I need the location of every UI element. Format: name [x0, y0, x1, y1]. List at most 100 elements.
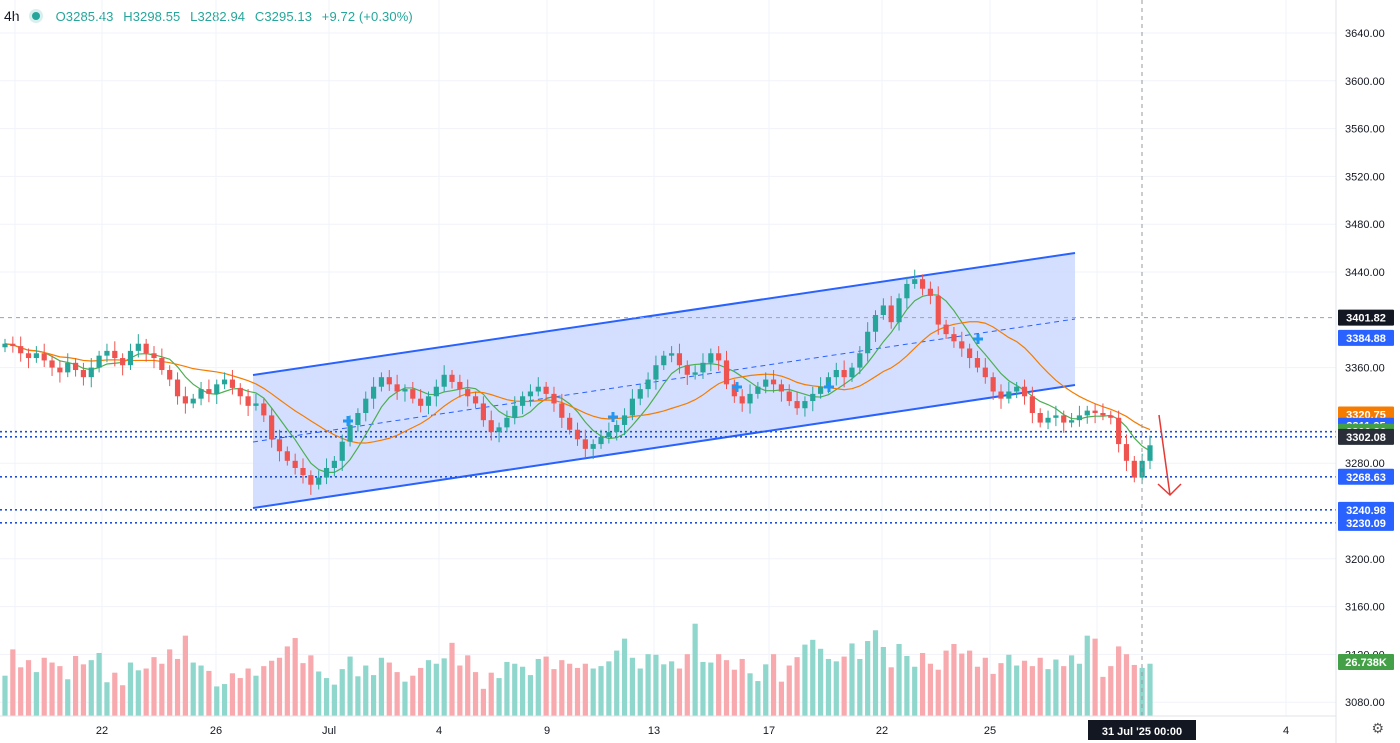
candle-body — [402, 389, 408, 392]
volume-bar — [794, 657, 800, 716]
candle-body — [221, 379, 228, 385]
volume-bar — [708, 662, 714, 716]
volume-bar — [582, 663, 588, 716]
candle-body — [943, 324, 949, 335]
volume-bar — [57, 666, 63, 716]
volume-bar — [65, 679, 71, 716]
price-label-text: 3230.09 — [1346, 518, 1386, 530]
candle-body — [331, 460, 337, 468]
volume-bar — [778, 681, 785, 716]
price-tick-label: 3360.00 — [1345, 363, 1385, 375]
candle-body — [394, 384, 400, 392]
candle-body — [818, 386, 824, 394]
timeframe-label[interactable]: 4h — [4, 8, 20, 24]
high-value: H3298.55 — [123, 8, 181, 24]
volume-bar — [904, 655, 910, 716]
volume-bar — [739, 658, 745, 716]
candle-body — [982, 367, 988, 378]
candle-body — [316, 477, 322, 485]
volume-bar — [10, 649, 16, 716]
candle-body — [739, 396, 745, 404]
volume-bar — [614, 650, 620, 716]
candle-body — [465, 389, 471, 397]
volume-bar — [465, 655, 471, 716]
candle-body — [269, 415, 275, 440]
price-label-badge: 3230.09 — [1338, 514, 1394, 531]
price-label-text: 3302.08 — [1346, 432, 1386, 444]
volume-bar — [637, 668, 643, 716]
candle-body — [504, 417, 510, 428]
price-tick-label: 3480.00 — [1345, 219, 1385, 231]
volume-bar — [261, 666, 267, 716]
candle-body — [112, 350, 118, 359]
candle-body — [927, 288, 934, 296]
candle-body — [433, 386, 439, 397]
price-label-badge: 3240.98 — [1338, 501, 1394, 518]
candle-body — [1045, 417, 1051, 423]
volume-bar — [1147, 663, 1153, 716]
candle-body — [935, 295, 941, 325]
volume-bar — [323, 678, 330, 716]
candle-body — [559, 403, 565, 418]
volume-bar — [25, 660, 32, 716]
price-axis: 3640.00 3600.00 3560.00 3520.00 3480.00 3440.… — [1345, 28, 1385, 709]
candle-body — [512, 405, 518, 418]
candle-body — [370, 386, 377, 399]
candle-body — [700, 362, 706, 373]
candle-body — [143, 343, 149, 354]
channel-lower-line — [252, 384, 1076, 509]
price-label-text: 26.738K — [1345, 657, 1387, 669]
candle-body — [441, 374, 447, 387]
candle-body — [998, 391, 1004, 399]
volume-bar — [551, 669, 557, 716]
candle-body — [127, 350, 134, 366]
volume-bar — [527, 675, 534, 716]
price-label-text: 3384.88 — [1346, 333, 1386, 345]
volume-bar — [339, 669, 345, 716]
candle-body — [770, 379, 777, 385]
candle-body — [1100, 413, 1106, 416]
candle-body — [535, 386, 541, 392]
volume-bar — [206, 670, 212, 716]
volume-bar — [606, 661, 612, 716]
volume-bar — [598, 666, 604, 716]
volume-bars — [2, 623, 1153, 716]
candle-body — [276, 439, 283, 452]
volume-bar — [676, 668, 683, 716]
candle-body — [1139, 460, 1145, 478]
candle-body — [174, 379, 181, 397]
channel-upper-line — [252, 252, 1076, 376]
candle-body — [229, 379, 236, 388]
volume-bar — [661, 664, 667, 716]
volume-bar — [919, 652, 926, 716]
volume-bar — [449, 642, 455, 716]
open-value: O3285.43 — [55, 8, 114, 24]
settings-gear-icon[interactable]: ⚙ — [1371, 720, 1384, 736]
volume-bar — [104, 682, 110, 716]
candle-body — [25, 353, 32, 359]
low-value: L3282.94 — [190, 8, 246, 24]
price-tick-label: 3640.00 — [1345, 28, 1385, 40]
volume-bar — [112, 672, 118, 716]
candle-body — [245, 396, 251, 406]
volume-bar — [567, 663, 573, 716]
candle-body — [606, 432, 612, 437]
candle-body — [496, 427, 502, 433]
volume-bar — [143, 668, 149, 716]
volume-bar — [49, 662, 55, 716]
volume-bar — [120, 685, 126, 716]
volume-bar — [935, 669, 941, 716]
down-arrow-head-icon — [1157, 483, 1182, 497]
candle-body — [214, 384, 220, 394]
volume-bar — [982, 657, 988, 716]
volume-bar — [959, 653, 965, 716]
volume-bar — [300, 663, 306, 716]
price-label-text: 3401.82 — [1346, 313, 1386, 325]
time-tick-label: 26 — [210, 725, 222, 737]
price-label-badge: 3302.08 — [1338, 428, 1394, 445]
volume-bar — [378, 657, 385, 716]
price-label-badge: 3384.88 — [1338, 329, 1394, 346]
volume-bar — [833, 661, 839, 716]
volume-bar — [394, 672, 400, 716]
